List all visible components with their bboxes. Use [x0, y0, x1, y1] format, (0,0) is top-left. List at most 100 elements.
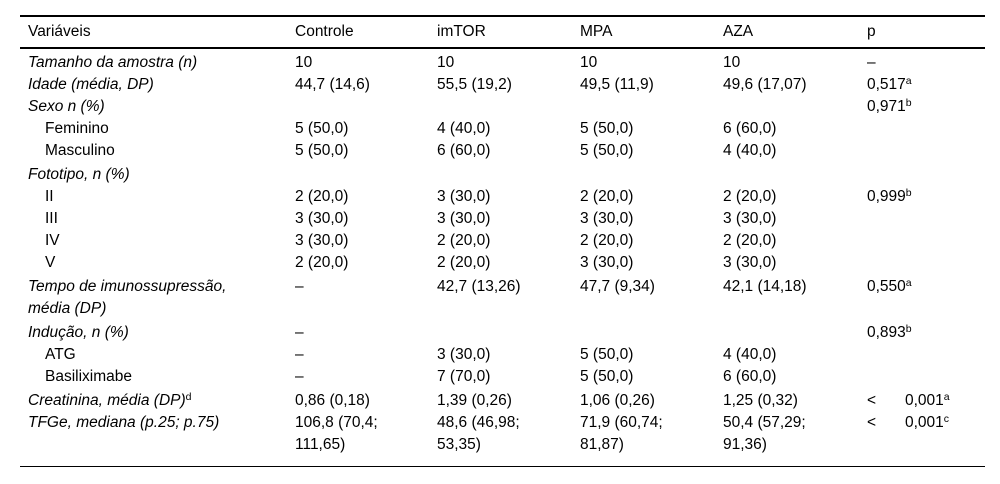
row-label: Tempo de imunossupressão, média (DP) — [28, 278, 227, 317]
row-label: Fototipo, n (%) — [28, 166, 130, 183]
value-cell: 1,39 (0,26) — [437, 392, 512, 409]
footnote-marker: a — [943, 390, 950, 403]
table-row: Indução, n (%) – 0,893b — [20, 320, 985, 344]
p-value-cell: 0,517a — [867, 74, 912, 93]
table-row: Fototipo, n (%) — [20, 162, 985, 186]
value-cell: 3 (30,0) — [295, 210, 349, 227]
value-cell: 50,4 (57,29; 91,36) — [723, 414, 806, 453]
value-cell: 5 (50,0) — [295, 120, 349, 137]
table-row: V 2 (20,0) 2 (20,0) 3 (30,0) 3 (30,0) — [20, 252, 985, 274]
value-cell: – — [295, 278, 304, 295]
table-row: Idade (média, DP) 44,7 (14,6) 55,5 (19,2) 4… — [20, 74, 985, 96]
table-body: Tamanho da amostra (n) 10 10 10 10 – Idade (mé… — [20, 48, 985, 467]
col-header-imtor: imTOR — [429, 15, 572, 49]
value-cell — [429, 162, 572, 186]
value-cell — [572, 162, 715, 186]
value-cell: 71,9 (60,74; 81,87) — [580, 414, 663, 453]
row-label: III — [45, 210, 58, 227]
footnote-marker: b — [905, 186, 912, 199]
value-cell — [572, 320, 715, 344]
table-row: TFGe, mediana (p.25; p.75) 106,8 (70,4; 1… — [20, 412, 985, 467]
value-cell: 48,6 (46,98; 53,35) — [437, 414, 520, 453]
table-row: Feminino 5 (50,0) 4 (40,0) 5 (50,0) 6 (60,0) — [20, 118, 985, 140]
value-cell: 2 (20,0) — [437, 232, 491, 249]
row-label: Creatinina, média (DP)d — [28, 390, 192, 409]
row-label: IV — [45, 232, 60, 249]
row-label: Sexo n (%) — [28, 98, 105, 115]
col-header-aza: AZA — [715, 15, 859, 49]
value-cell: 44,7 (14,6) — [295, 76, 370, 93]
value-cell: 1,06 (0,26) — [580, 392, 655, 409]
row-label: Feminino — [45, 120, 109, 137]
row-label: Indução, n (%) — [28, 324, 129, 341]
col-header-mpa: MPA — [572, 15, 715, 49]
value-cell: 47,7 (9,34) — [580, 278, 655, 295]
value-cell — [287, 162, 429, 186]
value-cell: 5 (50,0) — [580, 368, 634, 385]
study-variables-table-container: Variáveis Controle imTOR MPA AZA p Taman… — [20, 15, 985, 467]
col-header-variaveis: Variáveis — [20, 15, 287, 49]
footnote-marker: b — [905, 96, 912, 109]
value-cell: 4 (40,0) — [723, 346, 777, 363]
footnote-marker: a — [905, 74, 912, 87]
value-cell — [715, 96, 859, 118]
value-cell: 49,5 (11,9) — [580, 76, 654, 93]
p-value-cell: <0,001a — [859, 388, 985, 412]
value-cell: 3 (30,0) — [580, 254, 634, 271]
footnote-marker: b — [905, 322, 912, 335]
p-value-cell: 0,550a — [867, 276, 912, 295]
value-cell — [572, 96, 715, 118]
value-cell: 3 (30,0) — [295, 232, 349, 249]
value-cell: 6 (60,0) — [437, 142, 491, 159]
value-cell: 106,8 (70,4; 111,65) — [295, 414, 378, 453]
row-label: Idade (média, DP) — [28, 76, 154, 93]
value-cell: 5 (50,0) — [580, 346, 634, 363]
p-value-cell — [859, 162, 985, 186]
value-cell: 2 (20,0) — [580, 232, 634, 249]
table-row: IV 3 (30,0) 2 (20,0) 2 (20,0) 2 (20,0) — [20, 230, 985, 252]
value-cell: 3 (30,0) — [580, 210, 634, 227]
value-cell: 10 — [295, 54, 313, 71]
col-header-p: p — [859, 15, 985, 49]
value-cell: 3 (30,0) — [723, 254, 777, 271]
value-cell: 2 (20,0) — [723, 232, 777, 249]
value-cell — [715, 320, 859, 344]
table-row: III 3 (30,0) 3 (30,0) 3 (30,0) 3 (30,0) — [20, 208, 985, 230]
col-header-controle: Controle — [287, 15, 429, 49]
value-cell: 5 (50,0) — [580, 142, 634, 159]
value-cell: 42,1 (14,18) — [723, 278, 807, 295]
value-cell: 1,25 (0,32) — [723, 392, 798, 409]
value-cell: – — [295, 368, 304, 385]
p-value-cell — [859, 140, 985, 162]
value-cell: – — [295, 324, 304, 341]
value-cell: 3 (30,0) — [437, 188, 491, 205]
value-cell — [429, 320, 572, 344]
value-cell: 3 (30,0) — [723, 210, 777, 227]
p-value-cell: <0,001c — [859, 412, 985, 467]
value-cell: 4 (40,0) — [437, 120, 491, 137]
row-label: II — [45, 188, 54, 205]
table-row: Sexo n (%) 0,971b — [20, 96, 985, 118]
less-than-sign: < — [867, 392, 877, 409]
table-row: Tamanho da amostra (n) 10 10 10 10 – — [20, 48, 985, 74]
row-label: ATG — [45, 346, 76, 363]
table-row: Masculino 5 (50,0) 6 (60,0) 5 (50,0) 4 (40,0… — [20, 140, 985, 162]
table-row: II 2 (20,0) 3 (30,0) 2 (20,0) 2 (20,0) 0,999b — [20, 186, 985, 208]
value-cell: 2 (20,0) — [437, 254, 491, 271]
value-cell: 6 (60,0) — [723, 120, 777, 137]
less-than-sign: < — [867, 414, 877, 431]
row-label: TFGe, mediana (p.25; p.75) — [28, 414, 220, 431]
row-label: Basiliximabe — [45, 368, 133, 385]
value-cell: 3 (30,0) — [437, 210, 491, 227]
p-value-cell — [859, 230, 985, 252]
table-row: Creatinina, média (DP)d 0,86 (0,18) 1,39 (… — [20, 388, 985, 412]
value-cell: 7 (70,0) — [437, 368, 491, 385]
value-cell: 5 (50,0) — [580, 120, 634, 137]
footnote-marker: c — [943, 412, 950, 425]
study-variables-table: Variáveis Controle imTOR MPA AZA p Taman… — [20, 15, 985, 467]
value-cell: 10 — [437, 54, 455, 71]
p-value-cell — [859, 118, 985, 140]
row-label: Tamanho da amostra (n) — [28, 54, 198, 71]
value-cell — [429, 96, 572, 118]
footnote-marker: d — [185, 390, 192, 403]
